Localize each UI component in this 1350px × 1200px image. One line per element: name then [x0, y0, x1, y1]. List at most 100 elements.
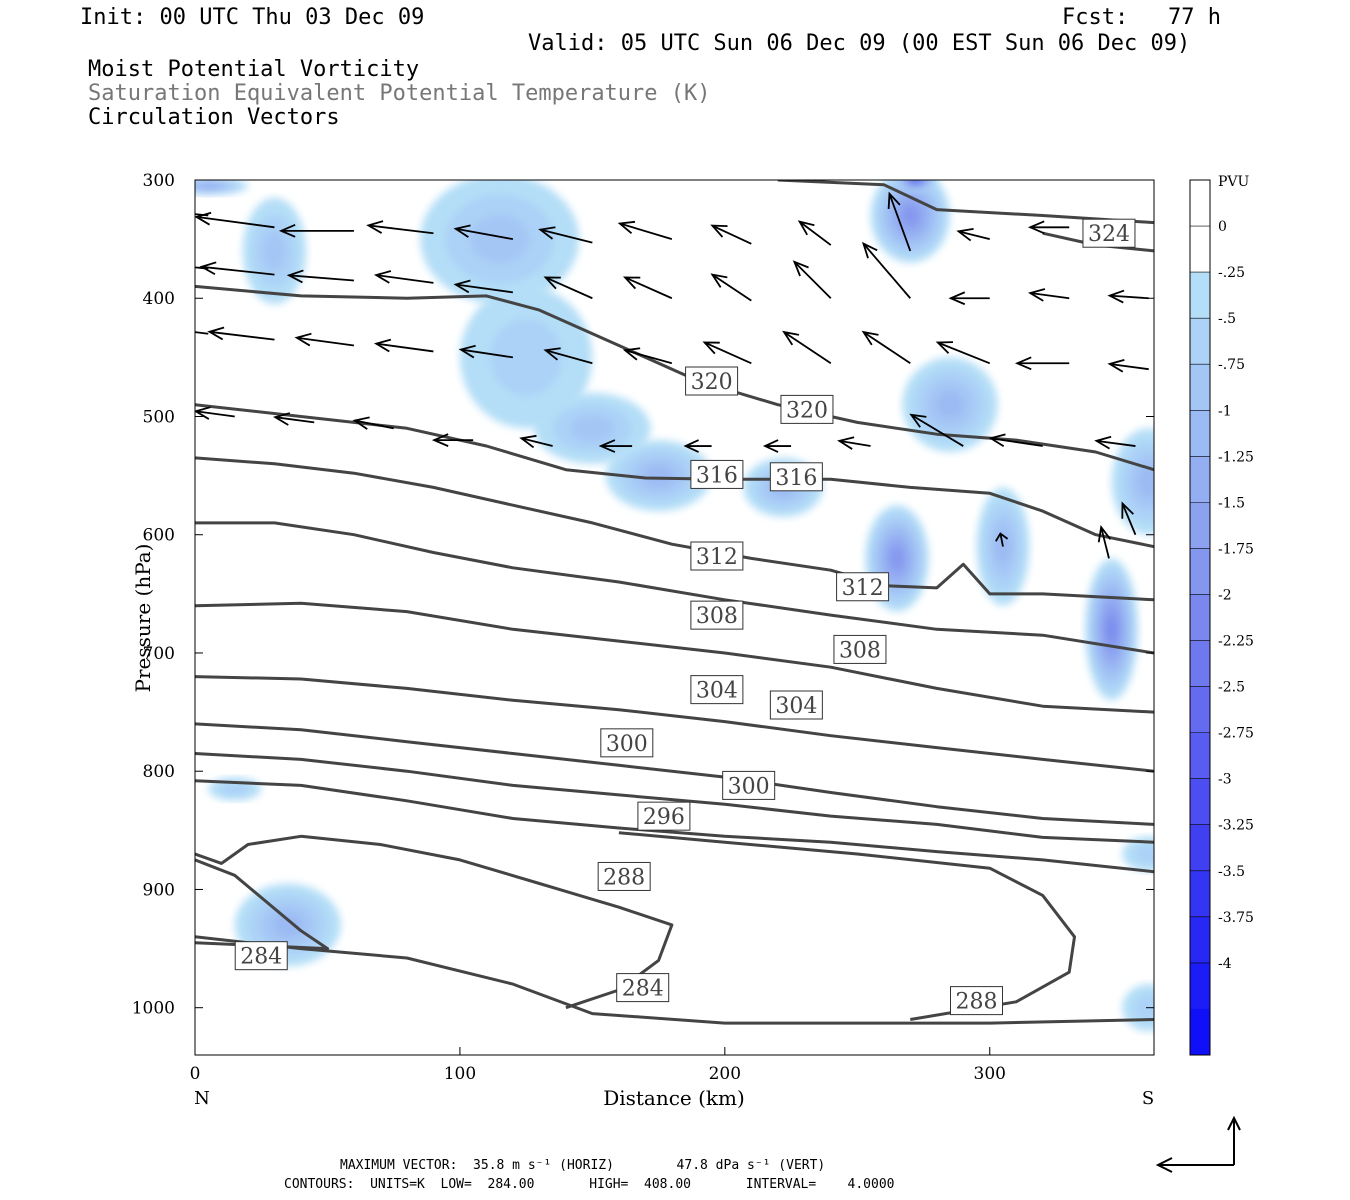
colorbar-swatch	[1190, 456, 1210, 503]
circulation-vector	[195, 406, 235, 420]
vector-head	[458, 344, 476, 359]
vector-shaft	[862, 331, 911, 365]
y-tick-label: 600	[143, 526, 175, 546]
colorbar-tick-label: -2.75	[1218, 726, 1254, 742]
vector-head	[956, 228, 974, 242]
contour-label-text: 316	[696, 463, 738, 488]
pv-blob	[976, 487, 1030, 606]
y-tick-label: 400	[143, 289, 175, 309]
vector-shaft	[455, 283, 514, 294]
pv-shade-level	[643, 465, 674, 486]
contour-label-box	[616, 973, 670, 1003]
circulation-vector	[887, 191, 912, 252]
vector-shaft	[201, 265, 275, 276]
x-tick-label: 200	[709, 1064, 741, 1084]
max-vector-note: MAXIMUM VECTOR: 35.8 m s⁻¹ (HORIZ) 47.8 …	[340, 1158, 826, 1173]
vector-shaft	[1121, 503, 1137, 536]
vector-shaft	[711, 273, 752, 302]
colorbar-tick-label: -1.5	[1218, 495, 1245, 511]
colorbar-swatch	[1190, 778, 1210, 826]
vector-head	[995, 532, 1009, 542]
contour-label-box	[600, 728, 654, 758]
reference-vector-vertical-head	[1227, 1115, 1241, 1131]
pv-blob	[459, 286, 593, 429]
pv-shade-level	[272, 913, 303, 937]
theta-es-contour	[195, 935, 1154, 1025]
colorbar-swatch	[1190, 916, 1210, 964]
circulation-vector	[431, 433, 474, 447]
contour-label-box	[234, 941, 288, 971]
colorbar-swatch	[1190, 1008, 1210, 1056]
field-title-pv: Moist Potential Vorticity	[88, 57, 420, 82]
vector-shaft	[619, 222, 673, 240]
field-title-vectors: Circulation Vectors	[88, 105, 340, 130]
vector-head	[130, 256, 145, 268]
vector-head	[294, 332, 312, 347]
vector-shaft	[999, 533, 1004, 547]
circulation-vector	[207, 326, 275, 341]
colorbar-tick-label: -3.5	[1218, 864, 1245, 880]
vector-head	[683, 439, 699, 453]
contour-label-text: 312	[696, 545, 738, 570]
vector-shaft	[990, 437, 1043, 447]
circulation-vector	[538, 226, 593, 244]
colorbar-swatch	[1190, 686, 1210, 734]
contour-label: 324	[1082, 218, 1136, 248]
pv-shade-level	[199, 182, 218, 189]
pv-shade-level	[1138, 466, 1154, 497]
vector-head	[286, 269, 304, 284]
contour-label: 320	[685, 366, 739, 396]
circulation-vector	[373, 338, 434, 353]
vector-shaft	[275, 416, 315, 424]
contour-label-box	[950, 986, 1004, 1016]
contour-label-box	[597, 861, 651, 891]
theta-es-contour	[195, 834, 674, 1010]
circulation-vector	[948, 291, 990, 306]
circulation-vector	[373, 270, 434, 284]
vector-shaft	[296, 336, 355, 347]
reference-vector-horizontal-head	[1155, 1157, 1173, 1173]
vector-head	[453, 224, 471, 238]
colorbar-swatch	[1190, 594, 1210, 642]
vector-shaft	[624, 349, 673, 365]
contour-label-text: 296	[643, 805, 685, 830]
contour-label: 320	[780, 394, 834, 424]
vector-shaft	[354, 419, 394, 430]
pv-shade-level	[903, 207, 917, 224]
contour-label-box	[833, 634, 887, 664]
pv-blob	[242, 197, 307, 305]
vector-shaft	[704, 341, 752, 365]
contour-label: 300	[722, 770, 776, 800]
vector-shaft	[545, 349, 593, 365]
vector-head	[543, 276, 561, 290]
colorbar-tick-label: -1.25	[1218, 449, 1254, 465]
contour-label: 296	[637, 801, 691, 831]
circulation-vector	[861, 330, 911, 365]
vector-shaft	[376, 342, 434, 353]
colorbar-swatch	[1190, 226, 1210, 273]
circulation-vector	[956, 228, 990, 242]
contour-label: 312	[690, 541, 744, 571]
vector-shaft	[711, 224, 752, 245]
pv-shade-level	[220, 782, 250, 796]
vector-shaft	[1096, 439, 1136, 447]
circulation-vector	[1094, 435, 1136, 450]
vector-head	[710, 273, 728, 288]
contour-label-text: 304	[696, 679, 738, 704]
circulation-vector	[199, 261, 275, 276]
vector-shaft	[288, 274, 355, 282]
vector-head	[543, 347, 561, 361]
pv-shade-level	[936, 391, 964, 419]
colorbar-tick-label: -1	[1218, 403, 1232, 419]
pv-shade-level	[490, 318, 563, 397]
x-tick-label: 300	[974, 1064, 1006, 1084]
contour-label: 304	[690, 675, 744, 705]
vector-head	[130, 203, 145, 215]
pv-blob	[1085, 558, 1139, 701]
vector-head	[538, 226, 556, 240]
vector-head	[366, 220, 384, 234]
contour-label-box	[769, 690, 823, 720]
pv-shade-level	[1134, 994, 1154, 1021]
y-tick-label: 300	[143, 171, 175, 191]
